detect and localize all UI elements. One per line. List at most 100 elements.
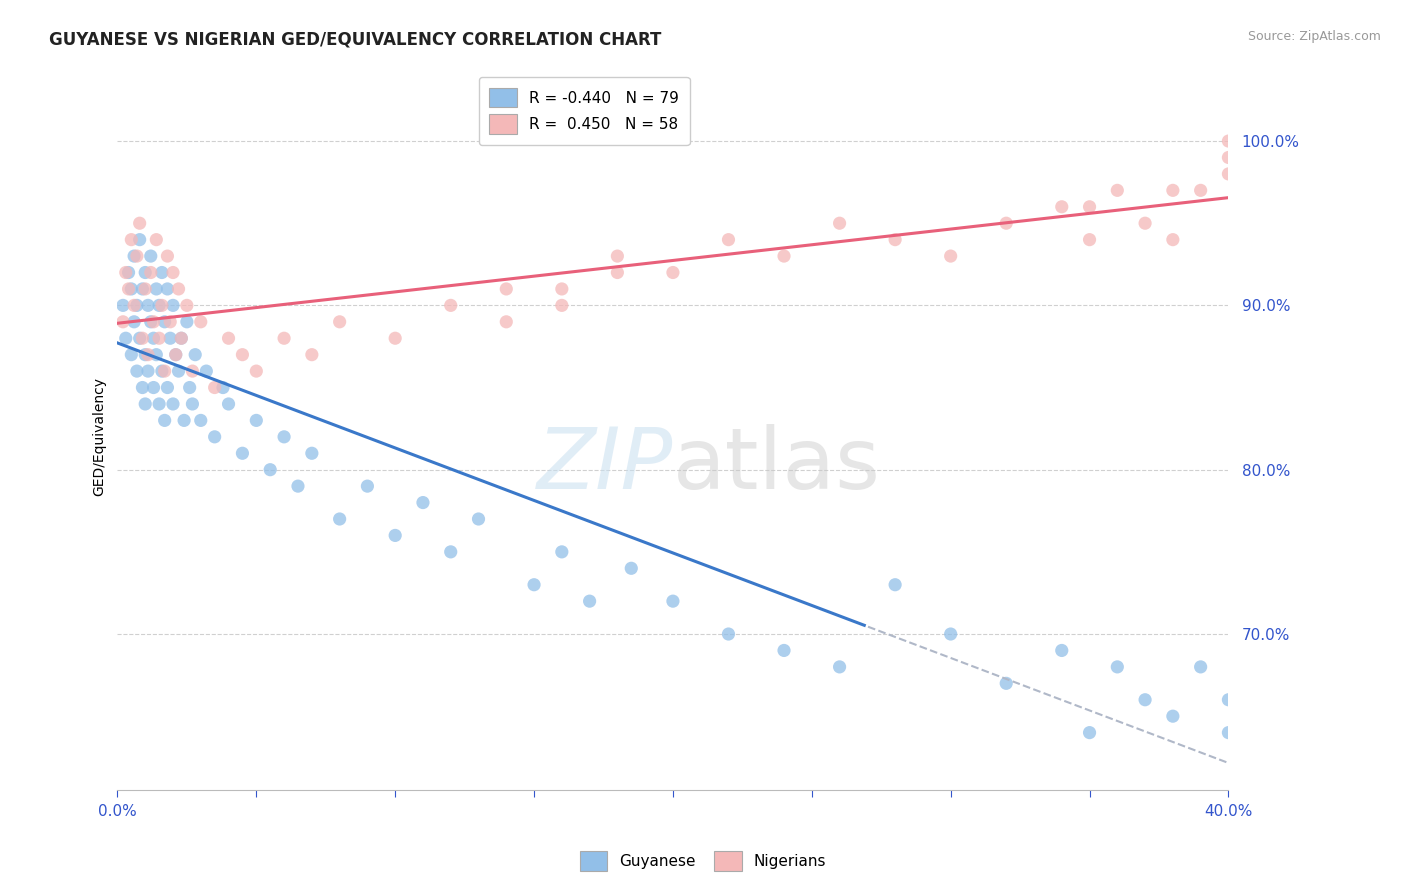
Text: Source: ZipAtlas.com: Source: ZipAtlas.com xyxy=(1247,30,1381,44)
Point xyxy=(134,348,156,362)
Point xyxy=(551,298,574,312)
Point xyxy=(259,463,281,477)
Point xyxy=(551,282,574,296)
Point xyxy=(551,545,574,559)
Point xyxy=(134,397,156,411)
Point xyxy=(1050,643,1073,657)
Point xyxy=(153,315,176,329)
Point xyxy=(134,266,156,280)
Point xyxy=(1218,692,1240,706)
Point xyxy=(136,364,159,378)
Point xyxy=(181,397,204,411)
Point xyxy=(662,266,685,280)
Point xyxy=(1189,660,1212,674)
Point xyxy=(162,397,184,411)
Point xyxy=(939,627,962,641)
Point xyxy=(150,266,173,280)
Point xyxy=(125,298,148,312)
Point xyxy=(131,380,153,394)
Point xyxy=(578,594,600,608)
Point xyxy=(181,364,204,378)
Point xyxy=(156,380,179,394)
Point xyxy=(273,331,295,345)
Point xyxy=(1133,216,1156,230)
Point xyxy=(170,331,193,345)
Point xyxy=(159,315,181,329)
Point xyxy=(128,216,150,230)
Point xyxy=(170,331,193,345)
Point xyxy=(136,298,159,312)
Point xyxy=(231,446,253,460)
Point xyxy=(145,282,167,296)
Point xyxy=(167,364,190,378)
Point xyxy=(329,512,352,526)
Legend: R = -0.440   N = 79, R =  0.450   N = 58: R = -0.440 N = 79, R = 0.450 N = 58 xyxy=(478,77,689,145)
Point xyxy=(1078,725,1101,739)
Point xyxy=(153,413,176,427)
Point xyxy=(190,413,212,427)
Point xyxy=(125,364,148,378)
Point xyxy=(204,380,226,394)
Point xyxy=(287,479,309,493)
Point xyxy=(165,348,187,362)
Point xyxy=(939,249,962,263)
Point xyxy=(120,348,142,362)
Point xyxy=(131,331,153,345)
Point xyxy=(150,298,173,312)
Point xyxy=(1107,660,1129,674)
Point xyxy=(1078,200,1101,214)
Point xyxy=(995,216,1018,230)
Point xyxy=(384,528,406,542)
Point xyxy=(1050,200,1073,214)
Point xyxy=(1107,183,1129,197)
Point xyxy=(148,331,170,345)
Point xyxy=(142,315,165,329)
Point xyxy=(1078,233,1101,247)
Point xyxy=(162,266,184,280)
Point xyxy=(301,446,323,460)
Point xyxy=(184,348,207,362)
Point xyxy=(995,676,1018,690)
Point xyxy=(329,315,352,329)
Point xyxy=(125,249,148,263)
Point xyxy=(162,298,184,312)
Point xyxy=(122,315,145,329)
Point xyxy=(145,348,167,362)
Point xyxy=(139,315,162,329)
Point xyxy=(773,643,796,657)
Point xyxy=(156,249,179,263)
Point xyxy=(204,430,226,444)
Point xyxy=(167,282,190,296)
Point xyxy=(1133,692,1156,706)
Point xyxy=(218,397,240,411)
Point xyxy=(828,660,851,674)
Point xyxy=(301,348,323,362)
Point xyxy=(662,594,685,608)
Point xyxy=(1218,134,1240,148)
Point xyxy=(114,331,136,345)
Point xyxy=(136,348,159,362)
Point xyxy=(273,430,295,444)
Point xyxy=(717,233,740,247)
Point xyxy=(467,512,489,526)
Point xyxy=(128,233,150,247)
Point xyxy=(884,578,907,592)
Point xyxy=(179,380,201,394)
Point xyxy=(165,348,187,362)
Point xyxy=(717,627,740,641)
Point xyxy=(1161,183,1184,197)
Point xyxy=(412,495,434,509)
Point xyxy=(122,249,145,263)
Point xyxy=(523,578,546,592)
Point xyxy=(150,364,173,378)
Point xyxy=(195,364,218,378)
Text: ZIP: ZIP xyxy=(537,424,673,507)
Point xyxy=(131,282,153,296)
Y-axis label: GED/Equivalency: GED/Equivalency xyxy=(93,377,107,496)
Point xyxy=(120,233,142,247)
Point xyxy=(111,315,134,329)
Point xyxy=(620,561,643,575)
Point xyxy=(111,298,134,312)
Point xyxy=(440,545,463,559)
Point xyxy=(231,348,253,362)
